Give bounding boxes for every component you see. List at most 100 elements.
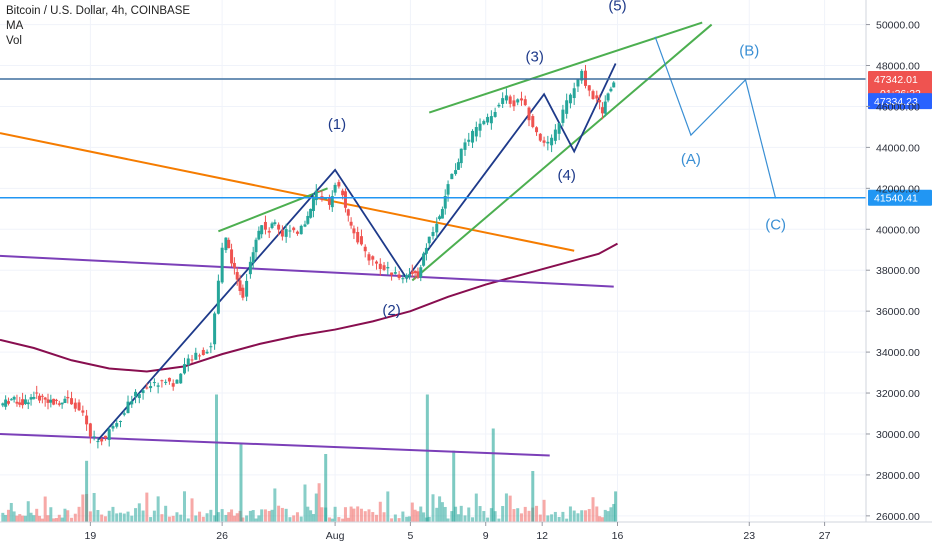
candle-body — [407, 274, 411, 277]
volume-bar — [70, 517, 74, 522]
volume-bar — [111, 506, 115, 522]
candle-body — [60, 402, 64, 405]
candle-body — [194, 352, 198, 360]
candle-body — [49, 399, 53, 403]
candle-body — [295, 231, 299, 234]
candle-body — [419, 267, 423, 278]
volume-bar — [330, 518, 334, 522]
candle-body — [6, 401, 10, 404]
wave-label: (B) — [739, 42, 759, 59]
volume-bar — [126, 511, 130, 522]
candle-body — [73, 402, 77, 409]
symbol-title[interactable]: Bitcoin / U.S. Dollar, 4h, COINBASE — [6, 5, 191, 17]
volume-bar — [216, 512, 220, 522]
y-tick-label: 38000.00 — [876, 265, 920, 277]
volume-bar — [85, 460, 89, 522]
candle-body — [306, 215, 310, 224]
candle-body — [416, 271, 420, 278]
volume-bar — [29, 512, 33, 522]
volume-bar — [194, 515, 198, 522]
candle-body — [489, 116, 493, 124]
candle-body — [111, 426, 115, 429]
candle-body — [23, 399, 27, 404]
x-tick-label: 12 — [536, 530, 548, 542]
volume-bar — [440, 502, 444, 522]
candle-body — [186, 358, 190, 365]
volume-bar — [198, 511, 202, 522]
candle-body — [440, 209, 444, 219]
volume-bar — [273, 488, 277, 522]
volume-bar — [393, 514, 397, 522]
candle-body — [260, 225, 264, 235]
y-tick-label: 30000.00 — [876, 429, 920, 441]
volume-bar — [182, 491, 186, 522]
y-tick-label: 44000.00 — [876, 142, 920, 154]
candle-body — [390, 272, 394, 275]
candle-body — [40, 395, 44, 397]
purple-trendline-upper — [0, 254, 614, 288]
candle-body — [375, 261, 379, 264]
volume-indicator-label[interactable]: Vol — [6, 35, 22, 47]
candle-body — [92, 436, 96, 438]
volume-bar — [557, 516, 561, 522]
price-tag-value: 47334.23 — [874, 96, 918, 108]
candle-body — [152, 382, 156, 384]
candle-body — [54, 399, 58, 401]
candle-body — [241, 287, 245, 298]
candle-body — [9, 399, 13, 401]
x-tick-label: 27 — [819, 530, 831, 542]
candle-body — [12, 396, 16, 400]
candle-body — [254, 239, 258, 253]
candle-body — [29, 397, 33, 400]
candle-body — [141, 390, 145, 394]
candle-body — [501, 98, 505, 104]
volume-bar — [251, 510, 255, 522]
candle-body — [463, 142, 467, 150]
volume-bar — [164, 505, 168, 522]
candle-body — [609, 88, 613, 92]
volume-bar — [141, 510, 145, 522]
volume-bar — [270, 509, 274, 522]
volume-bar — [561, 511, 565, 522]
candle-body — [410, 271, 414, 274]
volume-bar — [248, 510, 252, 522]
candle-body — [595, 95, 599, 99]
volume-bar — [292, 515, 296, 522]
candle-body — [523, 99, 527, 106]
candle-body — [327, 198, 331, 205]
candle-body — [149, 386, 153, 389]
candle-body — [175, 379, 179, 384]
volume-bar — [546, 515, 550, 522]
candle-body — [309, 208, 313, 218]
candle-body — [450, 173, 454, 180]
candle-body — [57, 403, 61, 405]
volume-bar — [612, 503, 616, 522]
volume-bar — [568, 506, 572, 522]
candle-body — [600, 107, 604, 114]
volume-bar — [425, 394, 429, 522]
volume-bar — [227, 512, 231, 522]
ma-indicator-label[interactable]: MA — [6, 20, 24, 32]
wave-label: (C) — [765, 216, 786, 233]
volume-bar — [341, 518, 345, 522]
x-tick-label: 5 — [407, 530, 413, 542]
candle-body — [52, 398, 56, 405]
volume-bar — [1, 512, 5, 522]
volume-bar — [309, 510, 313, 522]
volume-bar — [15, 515, 19, 522]
volume-bar — [614, 491, 618, 522]
volume-bar — [314, 493, 318, 522]
candle-body — [292, 227, 296, 231]
volume-bar — [190, 498, 194, 522]
candle-body — [43, 397, 47, 400]
candle-body — [130, 401, 134, 405]
candle-body — [401, 278, 405, 280]
wave-label: (2) — [382, 302, 400, 319]
candle-body — [198, 355, 202, 357]
candle-body — [273, 222, 277, 225]
volume-bar — [508, 495, 512, 522]
volume-bar — [486, 517, 490, 522]
candle-body — [363, 246, 367, 252]
price-tag — [868, 93, 932, 110]
